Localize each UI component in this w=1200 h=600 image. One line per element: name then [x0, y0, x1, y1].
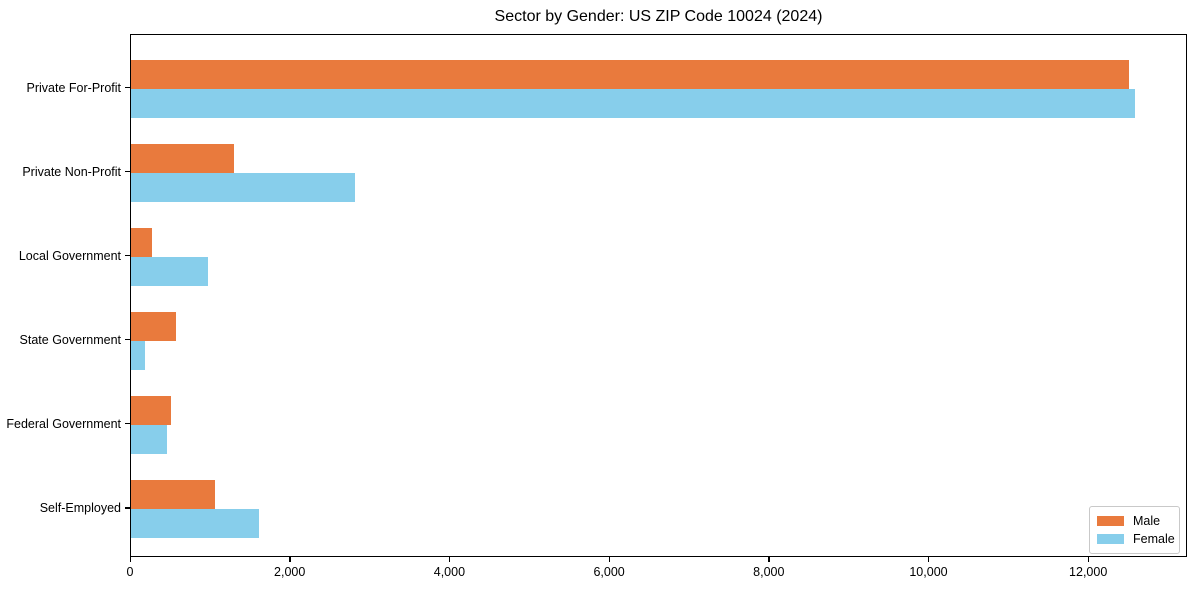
bar-female-4	[131, 424, 167, 454]
x-axis-tick-label-0: 0	[126, 565, 134, 579]
legend: Male Female	[1089, 506, 1180, 554]
legend-swatch-male-icon	[1097, 516, 1124, 526]
bar-male-1	[131, 143, 234, 173]
plot-area	[130, 34, 1187, 557]
y-axis-label-1: Private Non-Profit	[22, 164, 121, 179]
x-axis-tick-label-4: 8,000	[753, 565, 785, 579]
bar-female-1	[131, 172, 355, 202]
legend-swatch-female-icon	[1097, 534, 1124, 544]
chart-title: Sector by Gender: US ZIP Code 10024 (202…	[494, 8, 823, 25]
bar-male-0	[131, 59, 1130, 89]
y-axis-label-5: Self-Employed	[39, 501, 121, 515]
y-axis-tick	[125, 254, 130, 257]
x-axis-tick-label-3: 6,000	[593, 565, 625, 579]
y-axis-label-2: Local Government	[18, 248, 121, 263]
y-axis-tick	[125, 170, 130, 173]
x-axis-tick-label-1: 2,000	[274, 565, 306, 579]
x-axis-tick-label-5: 10,000	[909, 565, 948, 579]
bar-female-3	[131, 340, 146, 370]
x-axis-tick-label-6: 12,000	[1069, 565, 1108, 579]
x-axis-tick	[129, 557, 131, 562]
y-axis-tick	[125, 507, 130, 509]
x-axis-tick	[448, 557, 451, 562]
y-axis-tick	[125, 422, 130, 425]
x-axis-tick	[927, 557, 930, 562]
x-axis-tick	[608, 557, 611, 562]
x-axis-tick-label-2: 4,000	[433, 565, 466, 579]
x-axis-tick	[768, 557, 770, 562]
legend-item-male: Male	[1097, 512, 1171, 530]
bar-female-5	[131, 509, 259, 538]
bar-male-5	[131, 480, 215, 509]
x-axis-tick	[289, 557, 291, 562]
bar-female-2	[131, 256, 208, 286]
y-axis-tick	[125, 338, 130, 341]
x-axis-tick	[1087, 557, 1090, 562]
bar-female-0	[131, 88, 1136, 118]
legend-label-female: Female	[1133, 532, 1175, 546]
bar-male-3	[131, 311, 176, 341]
y-axis-label-3: State Government	[19, 332, 121, 347]
y-axis-tick	[125, 86, 130, 88]
legend-item-female: Female	[1097, 530, 1175, 548]
bar-male-2	[131, 227, 152, 257]
legend-label-male: Male	[1133, 514, 1161, 528]
y-axis-label-4: Federal Government	[6, 416, 121, 431]
bar-male-4	[131, 395, 171, 425]
y-axis-label-0: Private For-Profit	[26, 80, 121, 95]
